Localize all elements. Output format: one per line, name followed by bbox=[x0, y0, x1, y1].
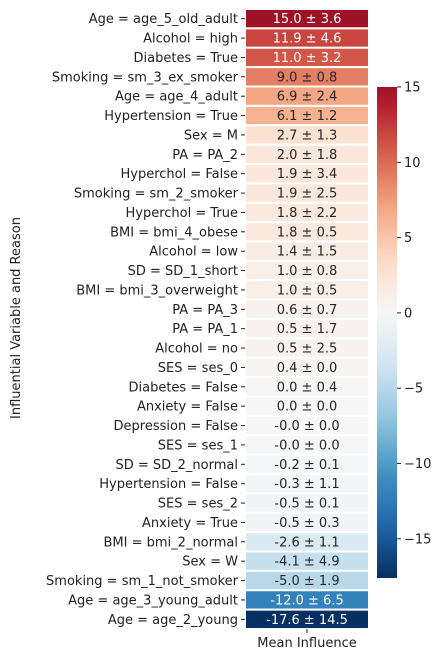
cell-annotation: -0.0 ± 0.0 bbox=[274, 419, 339, 434]
cell-annotation: 0.4 ± 0.0 bbox=[277, 361, 338, 376]
row-label: Smoking = sm_2_smoker bbox=[74, 187, 239, 202]
row-label: Anxiety = True bbox=[142, 516, 238, 531]
row-label: PA = PA_2 bbox=[172, 148, 238, 163]
row-labels: Age = age_5_old_adult Alcohol = high Diabe… bbox=[46, 12, 245, 628]
cell-annotation: 1.4 ± 1.5 bbox=[277, 245, 338, 260]
cell-annotation: 2.0 ± 1.8 bbox=[277, 148, 338, 163]
cell-annotation: 9.0 ± 0.8 bbox=[277, 70, 338, 85]
row-label: Age = age_4_adult bbox=[115, 90, 238, 105]
row-label: SD = SD_2_normal bbox=[115, 458, 238, 473]
row-label: Sex = M bbox=[184, 128, 238, 143]
cell-annotation: 0.5 ± 1.7 bbox=[277, 322, 338, 337]
row-label: SES = ses_0 bbox=[158, 361, 238, 376]
cell-annotation: 11.9 ± 4.6 bbox=[273, 32, 342, 47]
cell-annotation: -0.5 ± 0.1 bbox=[274, 497, 339, 512]
row-label: Depression = False bbox=[114, 419, 238, 434]
cell-annotation: 2.7 ± 1.3 bbox=[277, 128, 338, 143]
cell-annotation: 15.0 ± 3.6 bbox=[273, 12, 342, 27]
cell-annotation: 0.6 ± 0.7 bbox=[277, 303, 338, 318]
row-label: Anxiety = False bbox=[137, 400, 238, 415]
cell-annotation: -12.0 ± 6.5 bbox=[270, 593, 343, 608]
cell-annotation: 11.0 ± 3.2 bbox=[273, 51, 342, 66]
cell-annotation: -2.6 ± 1.1 bbox=[274, 535, 339, 550]
cell-annotation: 0.0 ± 0.0 bbox=[277, 400, 338, 415]
y-axis-label: Influential Variable and Reason bbox=[9, 217, 24, 419]
row-label: SES = ses_2 bbox=[158, 497, 238, 512]
row-label: SES = ses_1 bbox=[158, 438, 238, 453]
cell-annotation: -5.0 ± 1.9 bbox=[274, 574, 339, 589]
colorbar-tick-label: −15 bbox=[404, 532, 431, 547]
cell-annotation: 1.9 ± 3.4 bbox=[277, 167, 338, 182]
row-label: Hyperchol = True bbox=[126, 206, 239, 221]
row-label: Smoking = sm_3_ex_smoker bbox=[52, 70, 239, 85]
row-label: Age = age_2_young bbox=[108, 613, 238, 628]
cell-annotations: 15.0 ± 3.6 11.9 ± 4.6 11.0 ± 3.2 9.0 ± 0.8 6… bbox=[266, 12, 348, 633]
colorbar-ticks: 15 10 5 0 −5 −10 −15 bbox=[397, 81, 431, 547]
cell-annotation: 1.0 ± 0.8 bbox=[277, 264, 338, 279]
row-label: Hyperchol = False bbox=[120, 167, 238, 182]
colorbar-tick-label: −10 bbox=[404, 457, 431, 472]
colorbar bbox=[377, 87, 397, 578]
cell-annotation: 0.0 ± 0.4 bbox=[277, 380, 338, 395]
cell-annotation: -17.6 ± 14.5 bbox=[266, 613, 348, 628]
cell-annotation: -0.5 ± 0.3 bbox=[274, 516, 339, 531]
colorbar-tick-label: 15 bbox=[404, 81, 421, 96]
row-label: PA = PA_1 bbox=[172, 322, 238, 337]
row-label: Alcohol = high bbox=[143, 32, 238, 47]
cell-annotation: -0.0 ± 0.0 bbox=[274, 438, 339, 453]
colorbar-tick-label: 10 bbox=[404, 156, 421, 171]
x-axis-label: Mean Influence bbox=[257, 636, 356, 651]
row-label: PA = PA_3 bbox=[172, 303, 238, 318]
row-label: Age = age_5_old_adult bbox=[89, 12, 238, 27]
colorbar-tick-label: 5 bbox=[404, 231, 412, 246]
cell-annotation: -4.1 ± 4.9 bbox=[274, 555, 339, 570]
cell-annotation: 0.5 ± 2.5 bbox=[277, 342, 338, 357]
row-label: Smoking = sm_1_not_smoker bbox=[46, 574, 239, 589]
row-label: Hypertension = False bbox=[99, 477, 238, 492]
cell-annotation: 6.1 ± 1.2 bbox=[277, 109, 338, 124]
cell-annotation: 1.9 ± 2.5 bbox=[277, 187, 338, 202]
cell-annotation: 1.8 ± 0.5 bbox=[277, 225, 338, 240]
row-label: Sex = W bbox=[182, 555, 238, 570]
row-label: Diabetes = False bbox=[129, 380, 239, 395]
cell-annotation: 6.9 ± 2.4 bbox=[277, 90, 338, 105]
row-label: Hypertension = True bbox=[104, 109, 238, 124]
row-label: SD = SD_1_short bbox=[128, 264, 238, 279]
row-label: Alcohol = low bbox=[149, 245, 238, 260]
row-label: Age = age_3_young_adult bbox=[68, 593, 238, 608]
colorbar-tick-label: −5 bbox=[404, 382, 423, 397]
row-label: BMI = bmi_2_normal bbox=[104, 535, 238, 550]
cell-annotation: -0.2 ± 0.1 bbox=[274, 458, 339, 473]
row-label: Diabetes = True bbox=[134, 51, 238, 66]
cell-annotation: 1.0 ± 0.5 bbox=[277, 283, 338, 298]
row-label: Alcohol = no bbox=[155, 342, 238, 357]
row-label: BMI = bmi_3_overweight bbox=[76, 283, 238, 298]
colorbar-tick-label: 0 bbox=[404, 306, 412, 321]
row-label: BMI = bmi_4_obese bbox=[110, 225, 238, 240]
cell-annotation: 1.8 ± 2.2 bbox=[277, 206, 338, 221]
cell-annotation: -0.3 ± 1.1 bbox=[274, 477, 339, 492]
